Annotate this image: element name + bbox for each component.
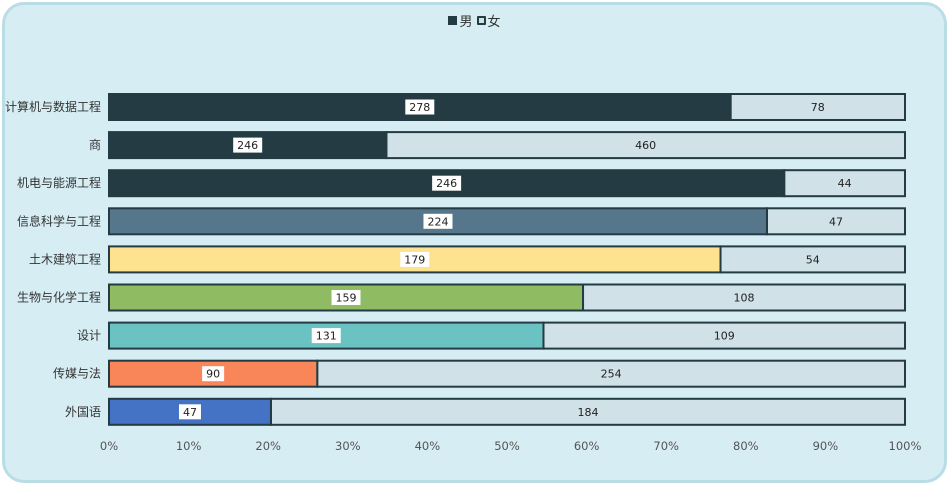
legend-swatch-male [448, 16, 458, 25]
x-tick-label: 80% [733, 439, 759, 453]
value-label-female: 184 [577, 406, 598, 419]
value-label-female: 47 [829, 215, 843, 228]
bar-segment-male[interactable] [108, 321, 545, 350]
x-tick-label: 100% [889, 439, 922, 453]
x-tick-label: 20% [255, 439, 281, 453]
category-label: 信息科学与工程 [17, 213, 101, 228]
legend-item-female[interactable]: 女 [476, 11, 501, 30]
legend-label-male: 男 [459, 15, 473, 30]
bar-segment-female[interactable] [765, 207, 907, 236]
value-label-box [202, 366, 225, 382]
category-label: 生物与化学工程 [17, 290, 101, 305]
x-tick-label: 90% [813, 439, 839, 453]
value-label-male: 131 [316, 330, 337, 343]
category-label: 机电与能源工程 [17, 175, 101, 190]
x-tick-label: 10% [176, 439, 202, 453]
category-label: 外国语 [65, 405, 101, 419]
category-label: 土木建筑工程 [29, 251, 101, 266]
bar-segment-female[interactable] [582, 283, 906, 312]
value-label-box [400, 251, 430, 267]
legend-swatch-female [476, 16, 486, 25]
value-label-box [423, 213, 453, 229]
value-label-box [432, 175, 462, 191]
x-tick-label: 60% [574, 439, 600, 453]
category-label: 传媒与法 [53, 366, 101, 381]
value-label-male: 90 [206, 368, 220, 381]
value-label-box [405, 99, 435, 115]
value-label-female: 108 [734, 292, 755, 305]
bar-segment-female[interactable] [542, 321, 906, 350]
value-label-box [311, 328, 341, 344]
bar-segment-male[interactable] [108, 359, 319, 388]
value-label-male: 47 [183, 406, 197, 419]
bar-segment-female[interactable] [719, 245, 906, 274]
value-label-box [178, 404, 201, 420]
value-label-box [233, 137, 263, 153]
legend-label-female: 女 [487, 15, 501, 30]
value-label-male: 246 [237, 139, 258, 152]
value-label-male: 159 [336, 292, 357, 305]
value-label-male: 278 [409, 101, 430, 114]
value-label-female: 44 [838, 177, 852, 190]
legend: 男 女 [0, 11, 949, 30]
value-label-female: 54 [806, 253, 820, 266]
bar-segment-female[interactable] [316, 359, 907, 388]
legend-item-male[interactable]: 男 [448, 11, 473, 30]
value-label-male: 179 [404, 253, 425, 266]
value-label-box [331, 290, 361, 305]
category-label: 计算机与数据工程 [5, 99, 101, 114]
x-tick-label: 30% [335, 439, 361, 453]
value-label-female: 109 [714, 330, 735, 343]
value-label-male: 224 [427, 215, 448, 228]
value-label-female: 460 [635, 139, 656, 152]
value-label-female: 254 [601, 368, 622, 381]
category-label: 商 [89, 137, 101, 152]
x-tick-label: 50% [494, 439, 520, 453]
x-tick-label: 0% [100, 439, 118, 453]
value-label-female: 78 [811, 101, 825, 114]
x-tick-label: 40% [415, 439, 441, 453]
category-label: 设计 [77, 329, 101, 343]
x-tick-label: 70% [653, 439, 679, 453]
value-label-male: 246 [436, 177, 457, 190]
